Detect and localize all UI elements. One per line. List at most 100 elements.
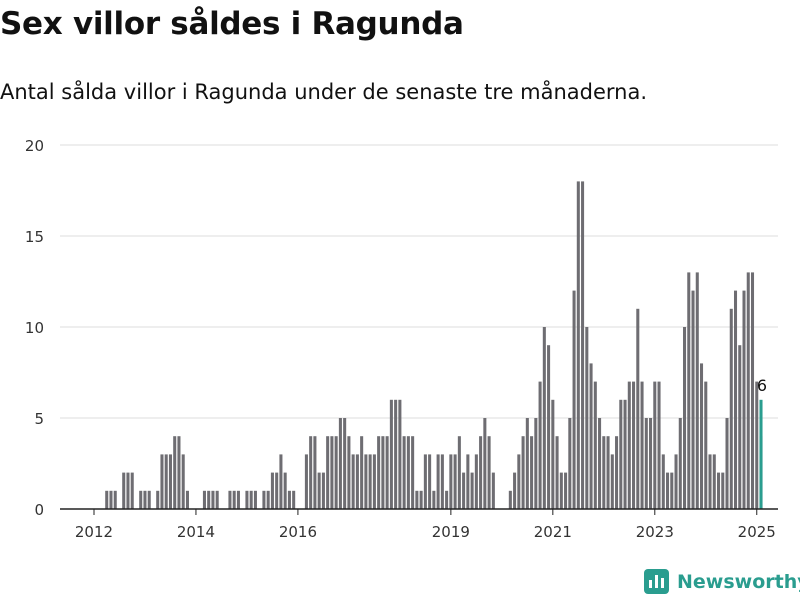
bar: [249, 490, 253, 509]
bar: [279, 454, 283, 509]
bar: [143, 490, 147, 509]
bar: [270, 472, 274, 509]
bar: [678, 418, 682, 509]
bar: [695, 272, 699, 509]
bar: [602, 436, 606, 509]
bar: [755, 381, 759, 509]
bar: [139, 490, 143, 509]
bar: [708, 454, 712, 509]
bar: [389, 399, 393, 509]
bar: [334, 436, 338, 509]
bar: [568, 418, 572, 509]
bar: [538, 381, 542, 509]
bar: [109, 490, 113, 509]
bar: [168, 454, 172, 509]
bar: [721, 472, 725, 509]
bar: [385, 436, 389, 509]
bar: [725, 418, 729, 509]
x-tick-label: 2025: [738, 523, 776, 541]
bar: [615, 436, 619, 509]
bar: [704, 381, 708, 509]
bar: [576, 181, 580, 509]
bar: [292, 490, 296, 509]
bar: [130, 472, 134, 509]
bar: [530, 436, 534, 509]
bar: [347, 436, 351, 509]
y-tick-label: 0: [34, 501, 44, 519]
bar: [491, 472, 495, 509]
bar: [742, 290, 746, 509]
bar: [351, 454, 355, 509]
bar: [266, 490, 270, 509]
bar: [402, 436, 406, 509]
x-tick-label: 2023: [636, 523, 674, 541]
y-tick-label: 5: [34, 410, 44, 428]
bar: [666, 472, 670, 509]
bar: [479, 436, 483, 509]
bar: [513, 472, 517, 509]
bar: [585, 327, 589, 509]
bar: [534, 418, 538, 509]
bar: [419, 490, 423, 509]
bar: [449, 454, 453, 509]
bar: [474, 454, 478, 509]
bar: [738, 345, 742, 509]
bar: [338, 418, 342, 509]
bar: [343, 418, 347, 509]
bar: [321, 472, 325, 509]
chart-title: Sex villor såldes i Ragunda: [0, 6, 464, 42]
data-label: 6: [757, 376, 767, 395]
bar: [317, 472, 321, 509]
bar: [521, 436, 525, 509]
brand-name: Newsworthy: [677, 570, 800, 593]
bar: [406, 436, 410, 509]
bar: [636, 308, 640, 509]
bar: [508, 490, 512, 509]
bar: [619, 399, 623, 509]
bar: [623, 399, 627, 509]
bar: [632, 381, 636, 509]
bar: [105, 490, 109, 509]
bar: [644, 418, 648, 509]
bar: [436, 454, 440, 509]
bar: [147, 490, 151, 509]
x-tick-label: 2014: [177, 523, 215, 541]
bar: [542, 327, 546, 509]
bar: [483, 418, 487, 509]
bar: [360, 436, 364, 509]
bar: [160, 454, 164, 509]
bar: [207, 490, 211, 509]
bar: [445, 490, 449, 509]
bar: [304, 454, 308, 509]
bar: [746, 272, 750, 509]
bar: [394, 399, 398, 509]
bar: [661, 454, 665, 509]
bar: [262, 490, 266, 509]
bar: [326, 436, 330, 509]
bar: [487, 436, 491, 509]
bar: [691, 290, 695, 509]
bar: [364, 454, 368, 509]
bar: [649, 418, 653, 509]
bar: [653, 381, 657, 509]
bar: [381, 436, 385, 509]
bar: [729, 308, 733, 509]
bar: [466, 454, 470, 509]
bar: [712, 454, 716, 509]
bar: [309, 436, 313, 509]
bar: [517, 454, 521, 509]
x-tick-label: 2016: [279, 523, 317, 541]
bar: [440, 454, 444, 509]
bar: [377, 436, 381, 509]
bar: [670, 472, 674, 509]
bar: [572, 290, 576, 509]
bar: [610, 454, 614, 509]
bar: [551, 399, 555, 509]
x-tick-label: 2012: [75, 523, 113, 541]
y-tick-label: 10: [25, 319, 44, 337]
bar: [173, 436, 177, 509]
bar: [564, 472, 568, 509]
bar: [156, 490, 160, 509]
bar: [232, 490, 236, 509]
bar: [700, 363, 704, 509]
